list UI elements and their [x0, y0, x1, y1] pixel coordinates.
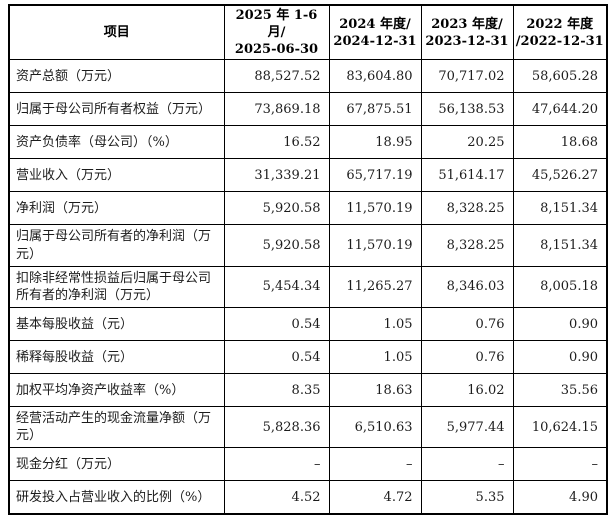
table-row-revenue: 营业收入（万元） 31,339.21 65,717.19 51,614.17 4…: [8, 158, 608, 193]
row-label: 基本每股收益（元）: [8, 307, 225, 342]
table-row-diluted-eps: 稀释每股收益（元） 0.54 1.05 0.76 0.90: [8, 340, 608, 375]
cell-value: –: [328, 447, 422, 482]
cell-value: 4.72: [328, 480, 422, 515]
cell-value: 18.68: [512, 125, 608, 160]
financial-summary-table-wrap: 项目 2025 年 1-6 月/ 2025-06-30 2024 年度/ 202…: [8, 4, 608, 515]
cell-value: 0.90: [512, 307, 608, 342]
cell-value: 8,328.25: [420, 224, 514, 267]
table-row-parent-net-profit: 归属于母公司所有者的净利润（万元） 5,920.58 11,570.19 8,3…: [8, 224, 608, 267]
cell-value: 6,510.63: [328, 406, 422, 449]
cell-value: 73,869.18: [223, 92, 330, 127]
row-label: 净利润（万元）: [8, 191, 225, 226]
cell-value: 8,151.34: [512, 224, 608, 267]
table-row-parent-equity: 归属于母公司所有者权益（万元） 73,869.18 67,875.51 56,1…: [8, 92, 608, 127]
table-row-net-profit: 净利润（万元） 5,920.58 11,570.19 8,328.25 8,15…: [8, 191, 608, 226]
row-label: 资产总额（万元）: [8, 59, 225, 94]
row-label: 研发投入占营业收入的比例（%）: [8, 480, 225, 515]
cell-value: 11,265.27: [328, 265, 422, 309]
cell-value: 51,614.17: [420, 158, 514, 193]
row-label: 经营活动产生的现金流量净额（万元）: [8, 406, 225, 449]
table-row-rd-ratio: 研发投入占营业收入的比例（%） 4.52 4.72 5.35 4.90: [8, 480, 608, 515]
cell-value: 8,151.34: [512, 191, 608, 226]
cell-value: 18.63: [328, 373, 422, 408]
header-item-label: 项目: [103, 25, 130, 41]
cell-value: 18.95: [328, 125, 422, 160]
cell-value: 31,339.21: [223, 158, 330, 193]
cell-value: 0.54: [223, 307, 330, 342]
table-row-operating-cash-flow: 经营活动产生的现金流量净额（万元） 5,828.36 6,510.63 5,97…: [8, 406, 608, 449]
cell-value: 8,005.18: [512, 265, 608, 309]
header-period-2023: 2023 年度/ 2023-12-31: [420, 4, 514, 61]
row-label: 营业收入（万元）: [8, 158, 225, 193]
cell-value: 70,717.02: [420, 59, 514, 94]
cell-value: 1.05: [328, 307, 422, 342]
cell-value: 8.35: [223, 373, 330, 408]
cell-value: 5,454.34: [223, 265, 330, 309]
cell-value: 58,605.28: [512, 59, 608, 94]
table-row-deducted-net-profit: 扣除非经常性损益后归属于母公司所有者的净利润（万元） 5,454.34 11,2…: [8, 265, 608, 309]
row-label: 加权平均净资产收益率（%）: [8, 373, 225, 408]
cell-value: 5,828.36: [223, 406, 330, 449]
cell-value: 5,977.44: [420, 406, 514, 449]
cell-value: 8,328.25: [420, 191, 514, 226]
cell-value: –: [512, 447, 608, 482]
cell-value: 11,570.19: [328, 224, 422, 267]
cell-value: 0.76: [420, 307, 514, 342]
header-item-column: 项目: [8, 4, 225, 61]
row-label: 归属于母公司所有者权益（万元）: [8, 92, 225, 127]
cell-value: 65,717.19: [328, 158, 422, 193]
table-row-weighted-roe: 加权平均净资产收益率（%） 8.35 18.63 16.02 35.56: [8, 373, 608, 408]
table-row-cash-dividend: 现金分红（万元） – – – –: [8, 447, 608, 482]
cell-value: 83,604.80: [328, 59, 422, 94]
cell-value: 56,138.53: [420, 92, 514, 127]
cell-value: 8,346.03: [420, 265, 514, 309]
financial-summary-table: 项目 2025 年 1-6 月/ 2025-06-30 2024 年度/ 202…: [8, 4, 608, 515]
row-label: 资产负债率（母公司）（%）: [8, 125, 225, 160]
cell-value: 0.90: [512, 340, 608, 375]
row-label: 扣除非经常性损益后归属于母公司所有者的净利润（万元）: [8, 265, 225, 309]
cell-value: 16.02: [420, 373, 514, 408]
cell-value: 67,875.51: [328, 92, 422, 127]
cell-value: 16.52: [223, 125, 330, 160]
cell-value: 5,920.58: [223, 191, 330, 226]
cell-value: –: [420, 447, 514, 482]
table-header-row: 项目 2025 年 1-6 月/ 2025-06-30 2024 年度/ 202…: [8, 4, 608, 61]
cell-value: 0.76: [420, 340, 514, 375]
cell-value: 35.56: [512, 373, 608, 408]
cell-value: 88,527.52: [223, 59, 330, 94]
cell-value: 5.35: [420, 480, 514, 515]
cell-value: 11,570.19: [328, 191, 422, 226]
row-label: 现金分红（万元）: [8, 447, 225, 482]
header-period-2024: 2024 年度/ 2024-12-31: [328, 4, 422, 61]
cell-value: 1.05: [328, 340, 422, 375]
row-label: 归属于母公司所有者的净利润（万元）: [8, 224, 225, 267]
cell-value: 47,644.20: [512, 92, 608, 127]
cell-value: 0.54: [223, 340, 330, 375]
header-period-2022: 2022 年度 /2022-12-31: [512, 4, 608, 61]
cell-value: 4.52: [223, 480, 330, 515]
table-row-total-assets: 资产总额（万元） 88,527.52 83,604.80 70,717.02 5…: [8, 59, 608, 94]
cell-value: 4.90: [512, 480, 608, 515]
row-label: 稀释每股收益（元）: [8, 340, 225, 375]
cell-value: 10,624.15: [512, 406, 608, 449]
table-row-basic-eps: 基本每股收益（元） 0.54 1.05 0.76 0.90: [8, 307, 608, 342]
header-period-2025: 2025 年 1-6 月/ 2025-06-30: [223, 4, 330, 61]
cell-value: 5,920.58: [223, 224, 330, 267]
table-row-debt-ratio: 资产负债率（母公司）（%） 16.52 18.95 20.25 18.68: [8, 125, 608, 160]
cell-value: 45,526.27: [512, 158, 608, 193]
cell-value: –: [223, 447, 330, 482]
cell-value: 20.25: [420, 125, 514, 160]
